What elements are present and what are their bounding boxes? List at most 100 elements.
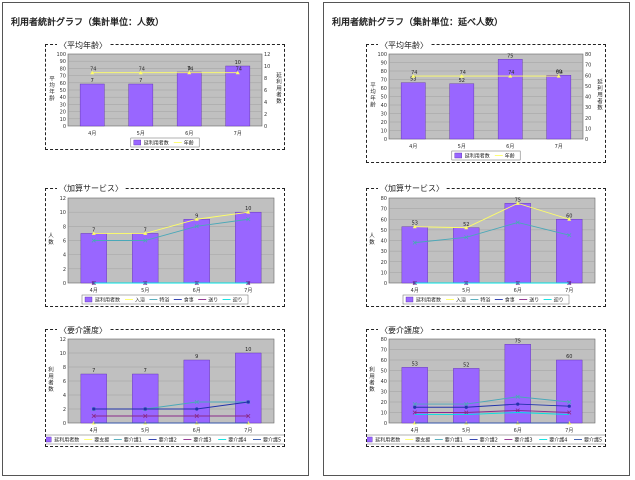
y-tick-label: 70 xyxy=(381,207,387,213)
chart-average-age: 0 10 20 30 40 50 60 70 80 90 100 0 2 4 6 8 10 12 平均年齢延利用者数… xyxy=(45,44,285,150)
y-tick-label: 100 xyxy=(377,52,387,58)
series-point xyxy=(143,407,147,411)
series-line xyxy=(93,211,249,234)
bar xyxy=(132,233,159,284)
y-tick-label: 40 xyxy=(381,379,387,385)
series-point xyxy=(246,400,250,404)
bar xyxy=(556,219,583,284)
y-tick-label: 90 xyxy=(60,59,66,65)
chart-care-level-svg: 0 2 4 6 8 10 12 利用者数 4月 5月 6月 7月 7 7 9 10 延利用者数 要支援 要介護1 要介… xyxy=(40,337,290,445)
y2-axis-label-char: 延 xyxy=(276,71,282,79)
series-point xyxy=(187,70,192,75)
y-tick-label: 12 xyxy=(60,337,66,343)
y2-axis-label-char: 数 xyxy=(276,97,282,105)
section-title-care-level: 〈要介護度〉 xyxy=(378,325,430,336)
y-axis-label: 平均年齢 xyxy=(49,75,55,102)
bar xyxy=(79,83,105,127)
bar-data-label: 75 xyxy=(515,197,521,203)
y-tick-label: 40 xyxy=(381,239,387,245)
y-axis-label-char: 人 xyxy=(369,232,375,239)
bar xyxy=(497,59,523,140)
y-axis-label-char: 均 xyxy=(370,87,376,95)
legend-label: 要支援 xyxy=(94,437,109,444)
chart-care-level: 0 10 20 30 40 50 60 70 80 利用者数 4月 5月 6月 7月 53 52 75 60 延利用… xyxy=(361,329,611,447)
x-tick-label: 6月 xyxy=(514,288,522,294)
y-tick-label: 12 xyxy=(60,196,66,202)
bar-data-label: 9 xyxy=(195,213,198,219)
bar-data-label: 60 xyxy=(566,354,572,360)
x-tick-label: 7月 xyxy=(555,144,563,150)
y-axis-label-char: 均 xyxy=(49,81,55,89)
bar-data-label: 52 xyxy=(463,362,469,368)
y-axis-label-char: 齢 xyxy=(370,100,376,108)
bar-data-label: 60 xyxy=(566,213,572,219)
chart-addon-services-svg: 0 10 20 30 40 50 60 70 80 人数 4月 5月 6月 7月 53 52 75 60 延利用者数… xyxy=(369,196,596,305)
report-page-total-visits: 利用者統計グラフ（集計単位：延べ人数） 0 10 20 30 40 50 60 70 80 90 1… xyxy=(323,2,630,476)
line-data-label: 74 xyxy=(460,70,466,76)
y-tick-label: 10 xyxy=(381,411,387,417)
bar xyxy=(183,359,210,424)
x-tick-label: 5月 xyxy=(462,288,470,294)
x-tick-label: 6月 xyxy=(193,428,201,434)
y-tick-label: 10 xyxy=(381,129,387,135)
y-axis-label-char: 平 xyxy=(370,82,376,89)
bar-data-label: 10 xyxy=(235,60,241,66)
legend xyxy=(81,294,249,305)
legend-label: 年齢 xyxy=(505,153,515,160)
legend-swatch xyxy=(365,436,373,443)
y2-tick-label: 80 xyxy=(585,52,591,58)
y2-axis-label-char: 数 xyxy=(597,104,603,112)
bar-data-label: 7 xyxy=(139,78,142,84)
series-point xyxy=(412,240,417,245)
series-point xyxy=(194,217,199,221)
series-point xyxy=(413,405,417,409)
series-point xyxy=(459,74,464,78)
series-point xyxy=(556,74,561,78)
chart-care-level: 0 2 4 6 8 10 12 利用者数 4月 5月 6月 7月 7 7 9 10 延利用者数 要支援 要介護1 要介… xyxy=(40,329,290,447)
x-tick-label: 6月 xyxy=(506,144,514,150)
legend-label: 食事 xyxy=(505,297,515,304)
y-tick-label: 80 xyxy=(381,196,387,202)
y2-tick-label: 30 xyxy=(585,105,591,111)
bar-data-label: 7 xyxy=(144,227,147,233)
bar-data-label: 75 xyxy=(507,53,513,59)
legend-label: 延利用者数 xyxy=(54,437,79,444)
y-tick-label: 60 xyxy=(381,217,387,223)
bar xyxy=(504,203,531,284)
bar-data-label: 7 xyxy=(144,368,147,374)
series-point xyxy=(567,217,572,221)
section-title-care-level: 〈要介護度〉 xyxy=(57,325,109,336)
y-axis-label-char: 数 xyxy=(369,385,375,393)
series-point xyxy=(138,70,143,75)
series-point xyxy=(412,224,417,229)
legend-label: 要介護5 xyxy=(263,437,281,444)
y-axis-label-char: 数 xyxy=(48,238,54,246)
bar xyxy=(453,227,480,284)
y2-tick-label: 0 xyxy=(585,137,588,143)
series-line xyxy=(414,412,570,416)
y-tick-label: 30 xyxy=(381,249,387,255)
series-point xyxy=(412,410,417,415)
y-axis-label: 利用者数 xyxy=(369,365,375,393)
y-axis-label-char: 者 xyxy=(48,378,54,386)
series-point xyxy=(246,217,251,222)
bar xyxy=(235,352,262,424)
y-tick-label: 60 xyxy=(60,81,66,87)
legend-label: 延利用者数 xyxy=(95,297,120,304)
series-point xyxy=(92,407,96,411)
line-data-label: 74 xyxy=(411,70,417,76)
legend-swatch xyxy=(454,152,463,159)
x-tick-label: 5月 xyxy=(141,288,149,294)
y-axis-label: 人数 xyxy=(369,232,375,246)
y2-tick-label: 6 xyxy=(264,88,267,94)
section-title-addon-services: 〈加算サービス〉 xyxy=(378,183,446,194)
y-tick-label: 40 xyxy=(60,95,66,101)
legend-swatch xyxy=(133,139,142,146)
series-point xyxy=(515,408,520,413)
legend-label: 送り xyxy=(208,297,218,304)
series-line xyxy=(414,403,570,408)
y2-tick-label: 10 xyxy=(585,126,591,132)
y2-axis-label-char: 利 xyxy=(597,84,603,92)
legend-swatch xyxy=(84,296,93,303)
bar xyxy=(128,83,154,127)
